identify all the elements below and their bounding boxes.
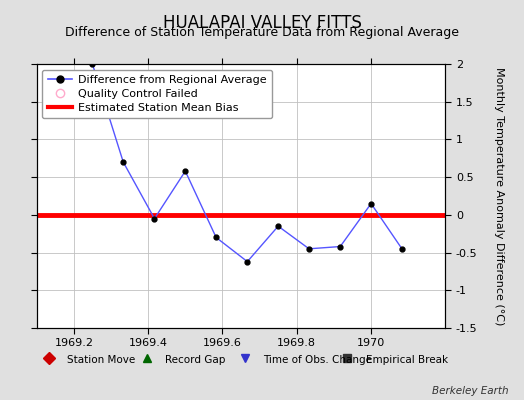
Y-axis label: Monthly Temperature Anomaly Difference (°C): Monthly Temperature Anomaly Difference (… <box>494 67 504 325</box>
Text: Empirical Break: Empirical Break <box>366 355 448 365</box>
Text: HUALAPAI VALLEY FITTS: HUALAPAI VALLEY FITTS <box>162 14 362 32</box>
Legend: Difference from Regional Average, Quality Control Failed, Estimated Station Mean: Difference from Regional Average, Qualit… <box>42 70 272 118</box>
Text: Berkeley Earth: Berkeley Earth <box>432 386 508 396</box>
Text: Record Gap: Record Gap <box>166 355 226 365</box>
Text: Station Move: Station Move <box>67 355 136 365</box>
Text: Difference of Station Temperature Data from Regional Average: Difference of Station Temperature Data f… <box>65 26 459 39</box>
Text: Time of Obs. Change: Time of Obs. Change <box>264 355 373 365</box>
